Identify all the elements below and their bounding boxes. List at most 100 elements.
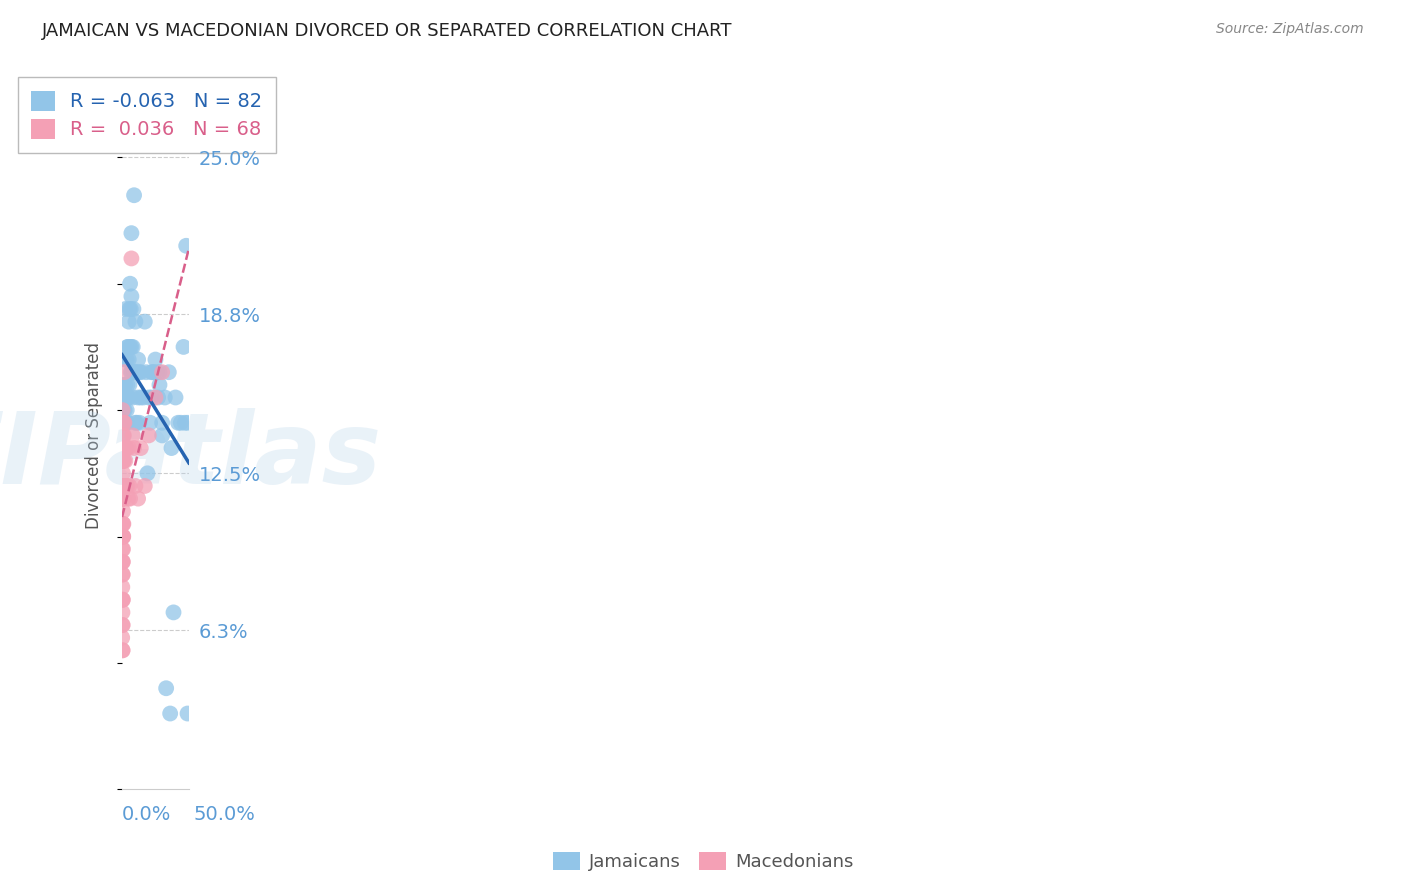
Point [173, 340, 195, 354]
Point [167, 416, 190, 430]
Point [111, 504, 134, 518]
Point [120, 226, 142, 240]
Point [120, 289, 142, 303]
Point [112, 516, 135, 531]
Point [114, 403, 136, 417]
Point [111, 530, 134, 544]
Point [134, 315, 156, 329]
Point [121, 391, 143, 405]
Point [117, 340, 139, 354]
Point [132, 391, 155, 405]
Point [150, 365, 173, 379]
Point [111, 643, 134, 657]
Point [128, 365, 150, 379]
Point [127, 491, 149, 506]
Point [111, 567, 134, 582]
Point [120, 491, 142, 506]
Point [114, 377, 136, 392]
Point [112, 377, 135, 392]
Point [112, 530, 135, 544]
Point [121, 428, 143, 442]
Point [114, 441, 136, 455]
Point [157, 365, 180, 379]
Point [118, 315, 141, 329]
Point [122, 365, 145, 379]
Point [114, 416, 136, 430]
Point [139, 416, 162, 430]
Point [127, 352, 149, 367]
Text: 0.0%: 0.0% [122, 805, 172, 824]
Point [118, 352, 141, 367]
Point [111, 491, 134, 506]
Point [111, 555, 134, 569]
Point [111, 542, 134, 557]
Point [111, 643, 134, 657]
Point [117, 340, 139, 354]
Point [173, 416, 195, 430]
Point [112, 428, 135, 442]
Point [120, 252, 142, 266]
Point [115, 391, 138, 405]
Point [112, 428, 135, 442]
Point [115, 403, 138, 417]
Point [141, 391, 163, 405]
Point [127, 391, 149, 405]
Point [112, 453, 135, 467]
Point [124, 365, 146, 379]
Point [111, 453, 134, 467]
Point [112, 365, 135, 379]
Point [145, 391, 167, 405]
Point [111, 391, 134, 405]
Text: 50.0%: 50.0% [194, 805, 256, 824]
Point [111, 428, 134, 442]
Point [111, 555, 134, 569]
Point [120, 301, 142, 316]
Point [118, 441, 141, 455]
Point [111, 618, 134, 632]
Point [124, 416, 146, 430]
Point [176, 416, 198, 430]
Point [122, 301, 145, 316]
Point [111, 567, 134, 582]
Point [117, 416, 139, 430]
Point [112, 416, 135, 430]
Point [124, 479, 146, 493]
Point [115, 441, 138, 455]
Point [129, 441, 152, 455]
Point [121, 340, 143, 354]
Point [111, 530, 134, 544]
Point [174, 239, 197, 253]
Point [112, 491, 135, 506]
Point [118, 479, 141, 493]
Point [112, 391, 135, 405]
Point [115, 352, 138, 367]
Point [145, 352, 167, 367]
Point [159, 706, 181, 721]
Point [160, 441, 183, 455]
Point [112, 479, 135, 493]
Y-axis label: Divorced or Separated: Divorced or Separated [86, 342, 103, 529]
Point [112, 453, 135, 467]
Point [138, 391, 160, 405]
Point [112, 453, 135, 467]
Point [111, 592, 134, 607]
Point [120, 340, 142, 354]
Point [115, 441, 138, 455]
Point [111, 479, 134, 493]
Point [111, 592, 134, 607]
Point [117, 491, 139, 506]
Point [111, 592, 134, 607]
Point [125, 416, 148, 430]
Point [112, 441, 135, 455]
Point [111, 479, 134, 493]
Point [153, 391, 176, 405]
Point [111, 491, 134, 506]
Point [114, 301, 136, 316]
Point [120, 340, 142, 354]
Point [118, 301, 141, 316]
Point [118, 377, 141, 392]
Point [111, 467, 134, 481]
Point [121, 365, 143, 379]
Point [112, 403, 135, 417]
Point [176, 706, 198, 721]
